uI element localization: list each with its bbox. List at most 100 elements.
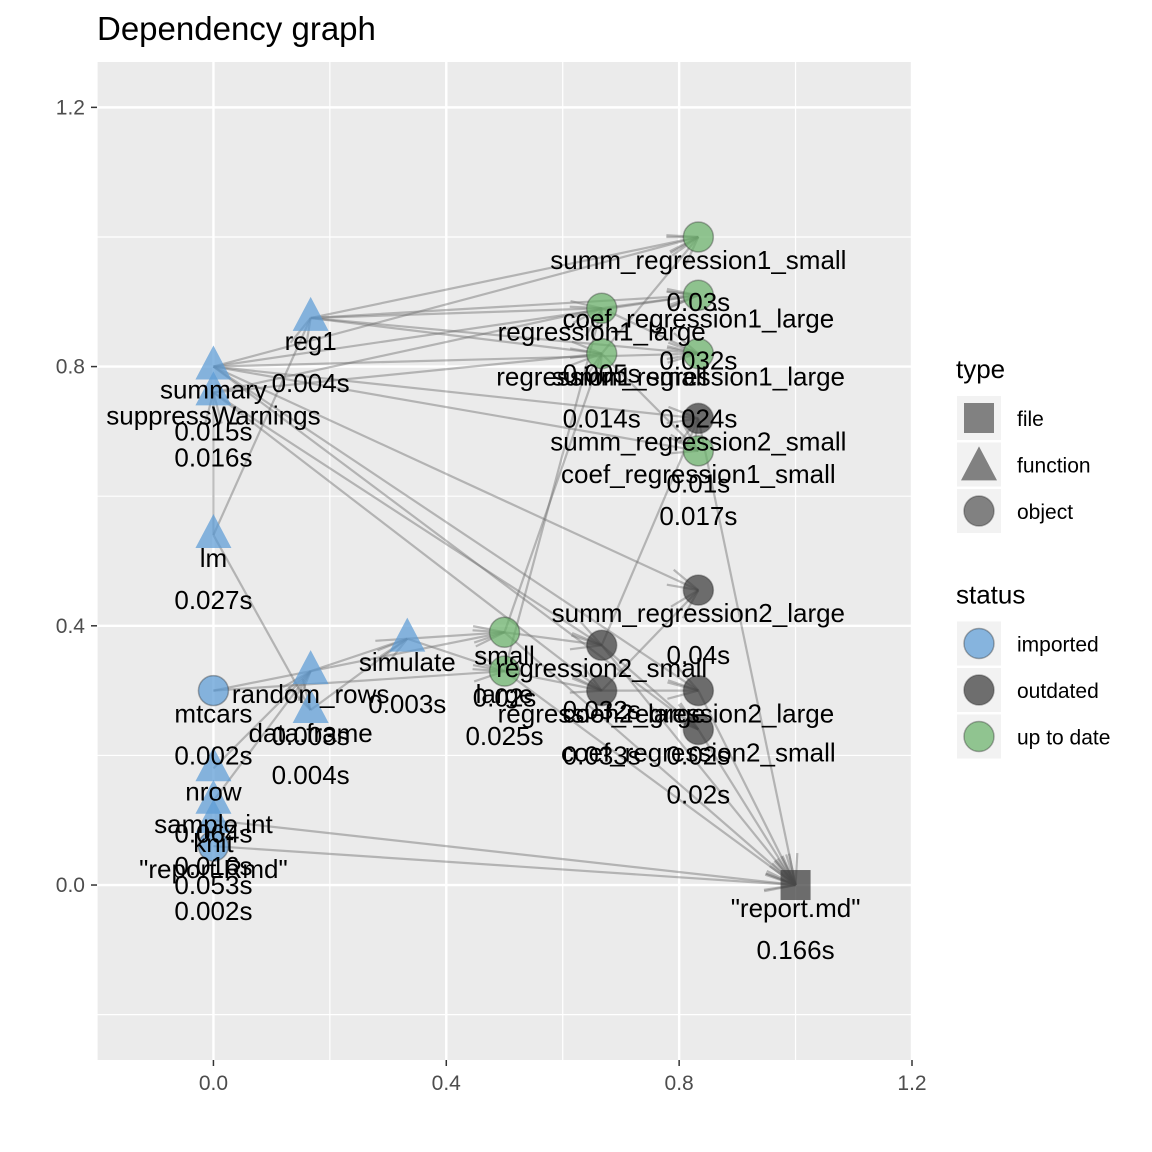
node-time-label: 0.016s	[174, 443, 252, 473]
edge-line	[212, 365, 699, 692]
legend-title: type	[956, 354, 1005, 384]
edge-line	[213, 352, 699, 368]
node-time-label: 0.005s	[563, 358, 641, 388]
node-circle-marker	[682, 713, 715, 746]
edge-line	[310, 235, 699, 320]
node-circle-marker	[488, 655, 521, 687]
node-label: data.frame	[248, 718, 372, 748]
edge-line	[504, 670, 602, 692]
node-label: summary	[160, 375, 267, 405]
node-triangle-marker	[195, 779, 232, 814]
axes: 0.0 0.4 0.8 1.2 0.0 0.4 0.8 1.2	[56, 96, 927, 1095]
node-triangle-marker	[195, 371, 232, 406]
node-time-label: 0.02s	[473, 682, 537, 712]
node-label: mtcars	[174, 699, 252, 729]
node-label: summ_regression2_large	[552, 598, 845, 628]
edge-line	[601, 294, 699, 310]
edge-line	[213, 631, 505, 692]
node-time-label: 0.032s	[659, 345, 737, 375]
edge-line	[600, 589, 700, 692]
edge-line	[600, 352, 700, 452]
node-label: summ_regression1_small	[550, 245, 846, 275]
x-tick-label: 1.2	[897, 1072, 926, 1095]
edge-line	[213, 352, 602, 394]
node-time-label: 0.016s	[174, 851, 252, 881]
edge-line	[697, 728, 797, 886]
node-time-label: 0.002s	[174, 741, 252, 771]
node-time-label: 0.166s	[757, 935, 835, 965]
legend-label: object	[1017, 501, 1073, 524]
edge-line	[213, 294, 699, 368]
node-label: simulate	[359, 647, 456, 677]
edge-line	[213, 365, 699, 420]
legend-label: function	[1017, 455, 1091, 478]
node-label: suppressWarnings	[106, 401, 320, 431]
plot-panel	[97, 62, 912, 1060]
edge-line	[213, 670, 505, 692]
edge-line	[600, 417, 700, 646]
y-tick-label: 0.4	[56, 615, 86, 638]
edge-line	[212, 365, 699, 592]
edge-line	[212, 365, 700, 731]
node-label: coef_regression2_large	[562, 699, 834, 729]
node-time-label: 0.017s	[659, 501, 737, 531]
edge-line	[213, 235, 699, 368]
legend: type file function object status imported outd…	[956, 354, 1110, 759]
node-triangle-marker	[195, 513, 232, 548]
edge-line	[600, 236, 700, 355]
legend-circle-icon	[963, 495, 995, 527]
node-time-label: 0.004s	[272, 368, 350, 398]
edge-line	[697, 418, 797, 886]
node-triangle-marker	[292, 688, 329, 723]
node-label: regression2_large	[498, 699, 706, 729]
node-label: summ_regression1_large	[552, 362, 845, 392]
node-time-label: 0.064s	[174, 818, 252, 848]
x-tick-label: 0.0	[199, 1072, 228, 1095]
node-time-label: 0.03s	[667, 287, 731, 317]
chart-title: Dependency graph	[97, 10, 376, 47]
y-tick-label: 0.0	[56, 874, 85, 897]
node-label: regression1_large	[498, 316, 706, 346]
node-time-label: 0.032s	[563, 695, 641, 725]
node-label: "report.Rmd"	[139, 854, 288, 884]
node-circle-marker	[682, 279, 715, 312]
node-circle-marker	[585, 292, 618, 325]
node-label: sample.int	[154, 809, 273, 839]
edge-line	[503, 670, 797, 886]
node-circle-marker	[585, 337, 618, 370]
node-triangle-marker	[195, 799, 232, 834]
edge-line	[212, 391, 603, 692]
node-time-label: 0.002s	[174, 896, 252, 926]
edge-line	[213, 819, 796, 887]
node-triangle-marker	[195, 747, 232, 782]
node-circle-marker	[488, 616, 521, 649]
node-triangle-marker	[389, 617, 426, 652]
edge-line	[697, 690, 797, 886]
node-time-label: 0.003s	[368, 689, 446, 719]
node-label: regression2_small	[496, 653, 707, 683]
legend-label: imported	[1017, 634, 1099, 657]
legend-label: up to date	[1017, 727, 1110, 750]
edge-line	[406, 637, 505, 673]
legend-status-icon	[963, 674, 995, 706]
edge-line	[212, 391, 603, 647]
legend-label: outdated	[1017, 680, 1099, 703]
legend-status-icon	[963, 627, 995, 660]
node-circle-marker	[585, 629, 618, 661]
node-circle-marker	[682, 337, 715, 370]
node-label: random_rows	[232, 679, 390, 709]
node-time-label: 0.027s	[174, 585, 252, 615]
node-time-label: 0.024s	[659, 404, 737, 434]
node-circle-marker	[197, 674, 230, 707]
edge-line	[310, 316, 602, 355]
node-triangle-marker	[292, 296, 329, 331]
node-label: "report.md"	[731, 893, 861, 923]
edge-line	[310, 637, 408, 673]
node-circle-marker	[682, 402, 715, 435]
node-time-label: 0.053s	[174, 870, 252, 900]
node-labels: reg10.004ssummary0.015ssuppressWarnings0…	[106, 245, 860, 965]
edge-line	[503, 353, 603, 633]
legend-label: file	[1017, 408, 1044, 431]
node-time-label: 0.02s	[667, 741, 731, 771]
